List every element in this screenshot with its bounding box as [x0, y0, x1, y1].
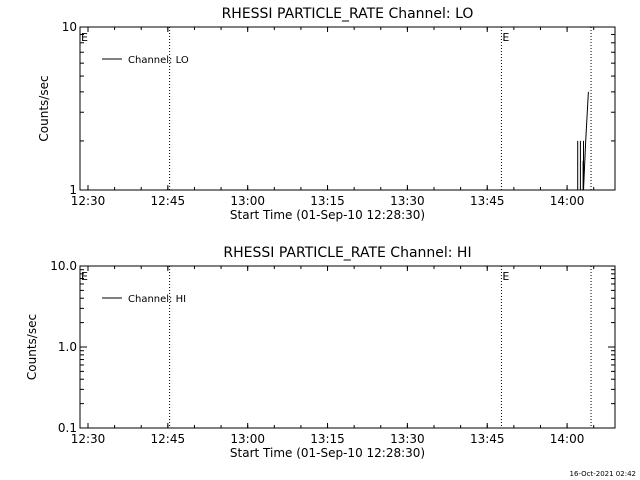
- panel-1-x-tick-label: 13:15: [310, 432, 345, 446]
- panel-1-event-flag: E: [502, 270, 509, 283]
- panel-1-title: RHESSI PARTICLE_RATE Channel: HI: [223, 245, 471, 261]
- panel-0-y-tick-label: 1: [69, 183, 77, 197]
- panel-0-y-axis-label: Counts/sec: [37, 75, 51, 141]
- panel-1-y-tick-label: 1.0: [58, 340, 77, 354]
- panel-0-x-tick-label: 14:00: [550, 194, 585, 208]
- panel-0-x-tick-label: 13:00: [230, 194, 265, 208]
- panel-1-x-tick-label: 13:30: [390, 432, 425, 446]
- panel-1-y-axis-label: Counts/sec: [25, 314, 39, 380]
- panel-1-x-tick-label: 12:45: [151, 432, 186, 446]
- panel-0-event-flag: E: [502, 31, 509, 44]
- panel-1-y-tick-label: 10.0: [50, 259, 77, 273]
- panel-1-event-flag: E: [81, 270, 88, 283]
- panel-0-x-tick-label: 12:45: [151, 194, 186, 208]
- panel-0-y-tick-label: 10: [62, 20, 77, 34]
- panel-0-x-tick-label: 13:15: [310, 194, 345, 208]
- panel-0-x-tick-label: 13:30: [390, 194, 425, 208]
- panel-0-plot-frame: [79, 26, 616, 191]
- panel-1-x-tick-label: 13:45: [470, 432, 505, 446]
- panel-0-series-line: [577, 91, 589, 191]
- panel-1-legend-label: Channel: HI: [128, 294, 186, 305]
- panel-0-event-flag: E: [81, 31, 88, 44]
- panel-1-x-axis-label: Start Time (01-Sep-10 12:28:30): [230, 446, 425, 460]
- panel-0-x-tick-label: 12:30: [71, 194, 106, 208]
- hi-channel-panel: RHESSI PARTICLE_RATE Channel: HI 12:30 12:…: [25, 245, 616, 460]
- lo-channel-panel: RHESSI PARTICLE_RATE Channel: LO 12:30 12:…: [37, 6, 616, 222]
- panel-1-plot-frame: [79, 265, 616, 429]
- timestamp: 16-Oct-2021 02:42: [570, 470, 636, 478]
- panel-1-x-tick-label: 14:00: [550, 432, 585, 446]
- panel-0-x-axis-label: Start Time (01-Sep-10 12:28:30): [230, 208, 425, 222]
- panel-0-title: RHESSI PARTICLE_RATE Channel: LO: [222, 6, 474, 22]
- panel-1-y-tick-label: 0.1: [58, 421, 77, 435]
- panel-0-x-tick-label: 13:45: [470, 194, 505, 208]
- panel-0-legend-label: Channel: LO: [128, 55, 189, 66]
- panel-1-x-tick-label: 12:30: [71, 432, 106, 446]
- panel-1-x-tick-label: 13:00: [230, 432, 265, 446]
